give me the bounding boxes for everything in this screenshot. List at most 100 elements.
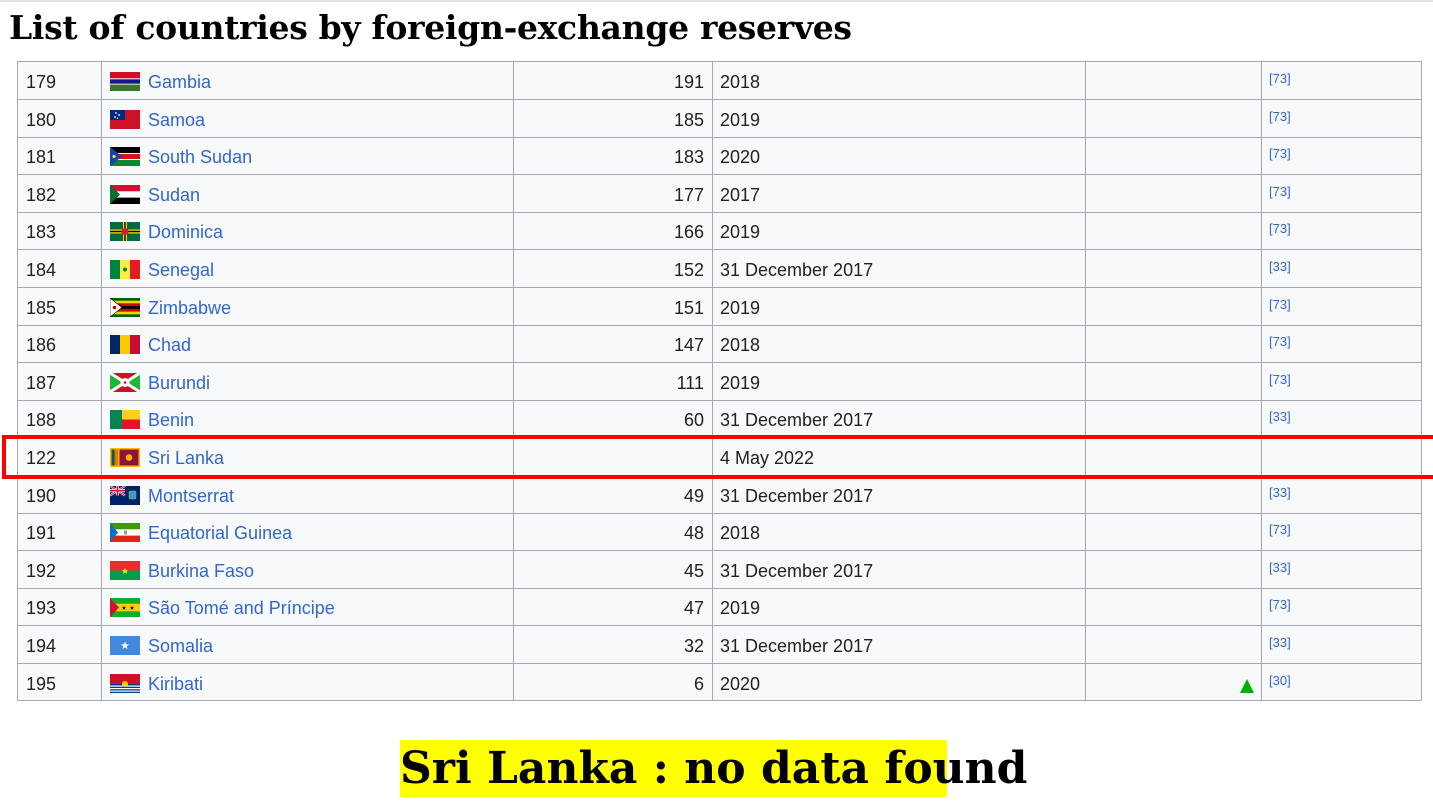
reference-link[interactable]: [73] [1269,221,1291,236]
country-cell: Senegal [102,250,514,288]
reserves-cell: 185 [514,100,713,138]
change-cell [1086,626,1262,664]
reserves-cell: 47 [514,588,713,626]
country-link[interactable]: Chad [148,335,192,355]
country-link[interactable]: São Tomé and Príncipe [148,598,335,618]
country-cell: São Tomé and Príncipe [102,588,514,626]
south-sudan-flag-icon[interactable] [110,147,140,166]
country-link[interactable]: Burundi [148,373,211,393]
senegal-flag-icon[interactable] [110,260,140,279]
reserves-cell: 49 [514,476,713,514]
gambia-flag-icon[interactable] [110,72,140,91]
country-cell: Sudan [102,175,514,213]
kiribati-flag-icon[interactable] [110,674,140,693]
reference-link[interactable]: [33] [1269,560,1291,575]
country-link[interactable]: Equatorial Guinea [148,523,293,543]
reference-link[interactable]: [33] [1269,409,1291,424]
reference-link[interactable]: [73] [1269,146,1291,161]
reference-link[interactable]: [30] [1269,673,1291,688]
country-link[interactable]: South Sudan [148,147,253,167]
country-link[interactable]: Gambia [148,72,212,92]
date-value: 2019 [720,222,761,242]
reference-cell: [33] [1262,400,1421,438]
date-value: 2019 [720,373,761,393]
equatorial-guinea-flag-icon[interactable] [110,523,140,542]
date-cell: 2019 [713,212,1086,250]
country-link[interactable]: Sudan [148,185,201,205]
country-link[interactable]: Somalia [148,636,214,656]
country-cell: Montserrat [102,476,514,514]
benin-flag-icon[interactable] [110,410,140,429]
country-link[interactable]: Kiribati [148,674,204,694]
reference-link[interactable]: [73] [1269,71,1291,86]
reference-link[interactable]: [73] [1269,297,1291,312]
date-value: 2020 [720,674,761,694]
change-cell [1086,664,1262,700]
change-cell [1086,400,1262,438]
reference-link[interactable]: [73] [1269,334,1291,349]
rank-cell: 194 [18,626,102,664]
sri-lanka-flag-icon[interactable] [110,448,140,467]
reserves-value: 177 [673,185,704,205]
date-cell: 2019 [713,588,1086,626]
country-link[interactable]: Samoa [148,110,206,130]
country-link[interactable]: Benin [148,410,195,430]
rank-cell: 183 [18,212,102,250]
burkina-faso-flag-icon[interactable] [110,561,140,580]
reserves-value: 166 [673,222,704,242]
reserves-value: 111 [676,373,704,393]
table-row: 122 Sri Lanka 4 May 2022 [18,438,1421,476]
country-link[interactable]: Burkina Faso [148,561,255,581]
sudan-flag-icon[interactable] [110,185,140,204]
reserves-cell: 151 [514,288,713,326]
country-link[interactable]: Senegal [148,260,215,280]
dominica-flag-icon[interactable] [110,222,140,241]
change-cell [1086,212,1262,250]
reference-link[interactable]: [33] [1269,259,1291,274]
samoa-flag-icon[interactable] [110,110,140,129]
table-row: 193 São Tomé and Príncipe 47 2019 [73] [18,588,1421,626]
country-link[interactable]: Montserrat [148,486,235,506]
chad-flag-icon[interactable] [110,335,140,354]
country-link[interactable]: Sri Lanka [148,448,225,468]
country-cell: Dominica [102,212,514,250]
reference-link[interactable]: [73] [1269,109,1291,124]
reserves-cell: 32 [514,626,713,664]
table-row: 194 Somalia 32 31 December 2017 [33] [18,626,1421,664]
reference-link[interactable]: [73] [1269,597,1291,612]
reference-cell: [33] [1262,626,1421,664]
country-link[interactable]: Dominica [148,222,224,242]
date-value: 31 December 2017 [720,410,874,430]
reference-link[interactable]: [33] [1269,485,1291,500]
country-cell: Burkina Faso [102,551,514,589]
table-row: 186 Chad 147 2018 [73] [18,325,1421,363]
reference-link[interactable]: [73] [1269,522,1291,537]
country-cell: Chad [102,325,514,363]
table-row: 185 Zimbabwe 151 2019 [73] [18,288,1421,326]
rank-value: 181 [26,147,57,167]
change-cell [1086,476,1262,514]
country-cell: Somalia [102,626,514,664]
reference-cell: [33] [1262,476,1421,514]
reserves-value: 48 [683,523,704,543]
reference-cell: [73] [1262,62,1421,100]
montserrat-flag-icon[interactable] [109,485,140,505]
sao-tome-and-principe-flag-icon[interactable] [110,598,140,617]
reference-link[interactable]: [33] [1269,635,1291,650]
reserves-value: 60 [683,410,704,430]
country-cell: Gambia [102,62,514,100]
somalia-flag-icon[interactable] [110,636,140,655]
reference-cell: [73] [1262,175,1421,213]
rank-cell: 179 [18,62,102,100]
rank-cell: 185 [18,288,102,326]
burundi-flag-icon[interactable] [109,371,141,394]
zimbabwe-flag-icon[interactable] [109,297,140,318]
reserves-cell: 147 [514,325,713,363]
change-cell [1086,588,1262,626]
rank-cell: 180 [18,100,102,138]
change-cell [1086,100,1262,138]
reference-link[interactable]: [73] [1269,184,1291,199]
country-link[interactable]: Zimbabwe [148,298,232,318]
reference-link[interactable]: [73] [1269,372,1291,387]
reference-cell: [73] [1262,363,1421,401]
